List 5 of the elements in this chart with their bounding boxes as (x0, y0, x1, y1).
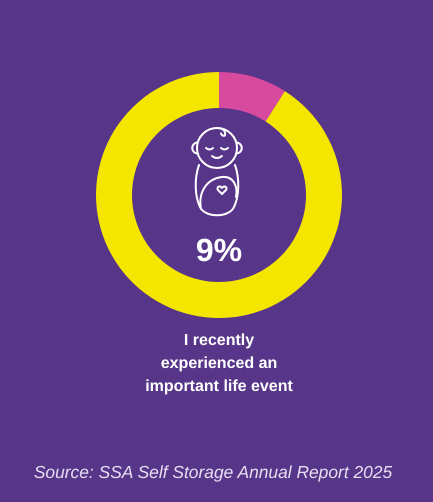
donut-slice (96, 72, 342, 318)
donut-slice (219, 72, 285, 122)
text: I recently experienced an important life event (145, 332, 294, 395)
text: 9% (196, 232, 242, 268)
source-note: Source: SSA Self Storage Annual Report 2025 (34, 462, 392, 482)
